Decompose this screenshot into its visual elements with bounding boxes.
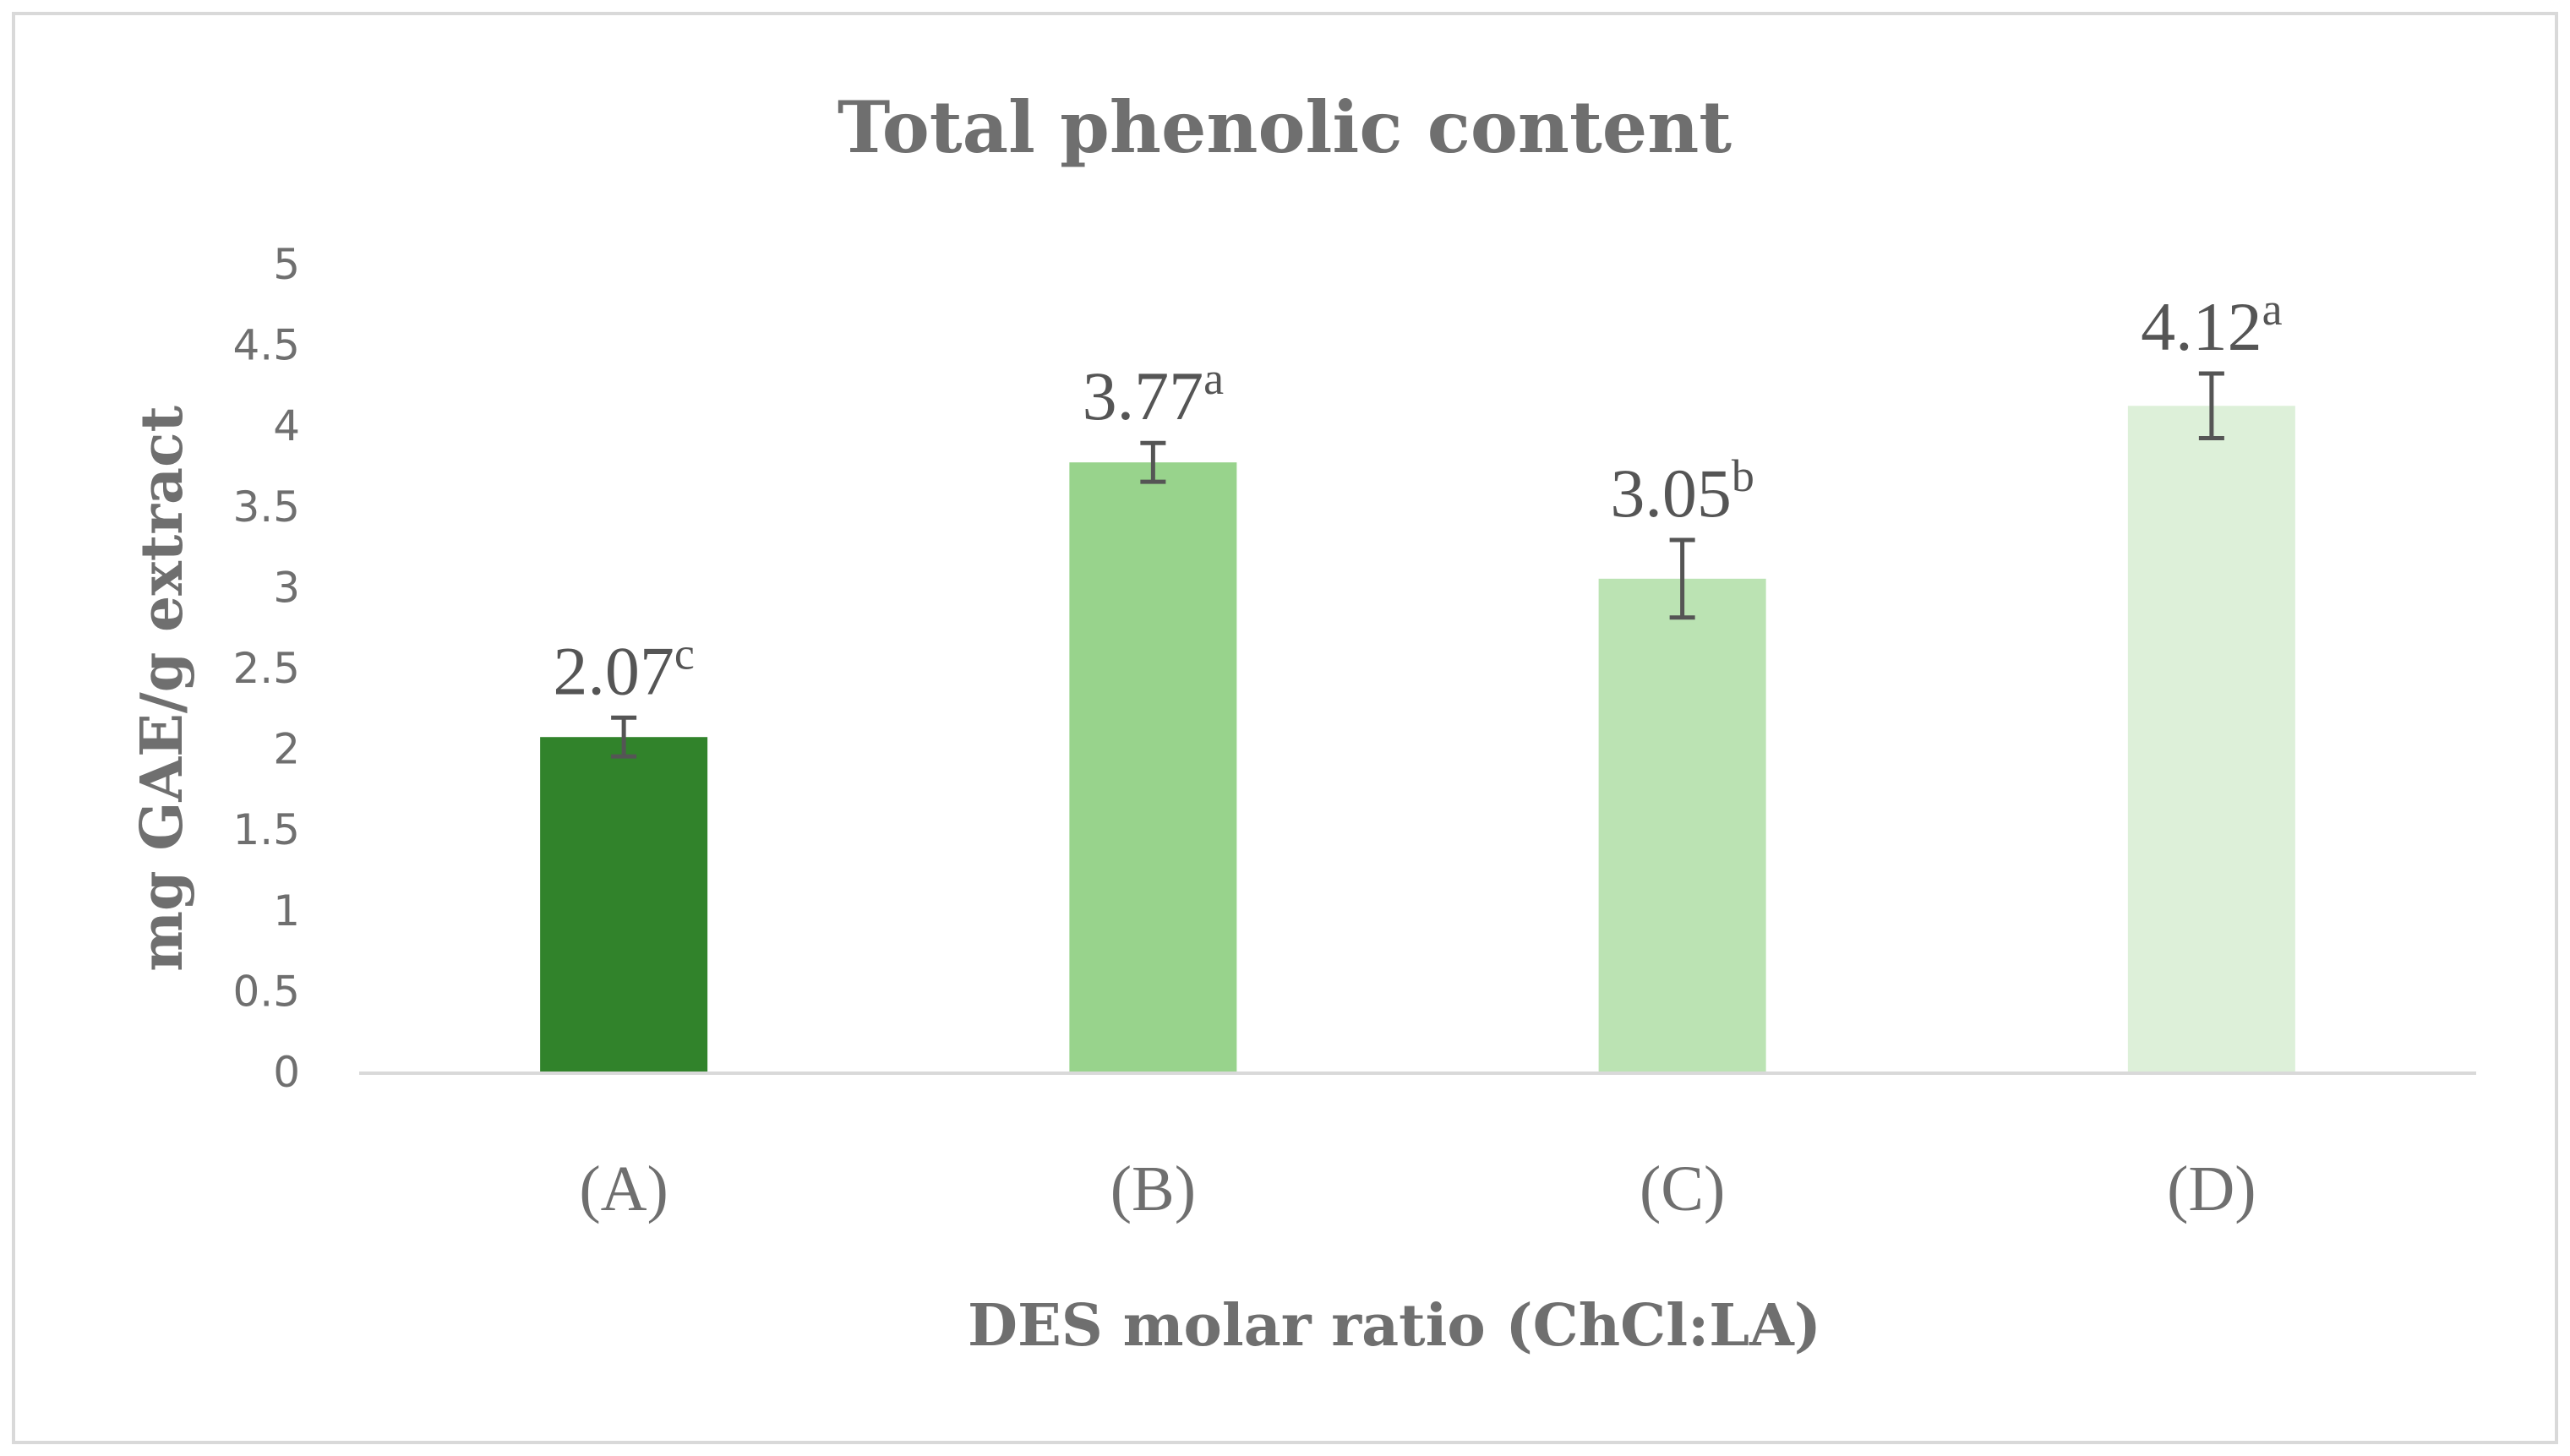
y-tick-label: 1.5 <box>232 805 300 854</box>
y-tick-label: 1 <box>273 886 300 935</box>
y-tick-label: 2 <box>273 725 300 774</box>
y-tick-label: 2.5 <box>232 644 300 693</box>
data-label-value: 3.05 <box>1610 455 1732 532</box>
data-label-value: 4.12 <box>2141 288 2262 365</box>
bar <box>1598 578 1766 1072</box>
bar <box>540 737 708 1072</box>
y-axis-title: mg GAE/g extract <box>128 406 196 972</box>
x-tick-label: (B) <box>1110 1153 1196 1224</box>
data-label: 2.07c <box>553 628 694 709</box>
significance-letter: c <box>674 628 695 679</box>
y-tick-label: 5 <box>273 240 300 289</box>
data-label-value: 2.07 <box>553 632 674 709</box>
x-axis-ticks: (A) (B) (C) (D) <box>579 1153 2256 1224</box>
y-tick-label: 3.5 <box>232 483 300 532</box>
y-tick-label: 3 <box>273 563 300 612</box>
data-label: 4.12a <box>2141 284 2283 365</box>
x-tick-label: (D) <box>2167 1153 2256 1224</box>
data-label: 3.05b <box>1610 450 1754 532</box>
data-label: 3.77a <box>1083 353 1225 434</box>
bars-group <box>540 406 2295 1072</box>
significance-letter: a <box>2262 284 2283 335</box>
x-axis-title: DES molar ratio (ChCl:LA) <box>968 1292 1821 1360</box>
significance-letter: a <box>1203 353 1224 404</box>
y-tick-label: 0.5 <box>232 967 300 1016</box>
y-tick-label: 4 <box>273 401 300 450</box>
bar <box>1069 462 1237 1072</box>
bar <box>2127 406 2295 1072</box>
y-axis-ticks: 0 0.5 1 1.5 2 2.5 3 3.5 4 4.5 5 <box>232 240 300 1097</box>
significance-letter: b <box>1732 450 1754 501</box>
y-tick-label: 4.5 <box>232 321 300 370</box>
x-tick-label: (A) <box>579 1153 668 1224</box>
error-bars-group <box>611 371 2224 759</box>
data-label-value: 3.77 <box>1083 357 1204 434</box>
y-tick-label: 0 <box>273 1048 300 1097</box>
chart-title: Total phenolic content <box>838 85 1732 169</box>
x-tick-label: (C) <box>1640 1153 1725 1224</box>
